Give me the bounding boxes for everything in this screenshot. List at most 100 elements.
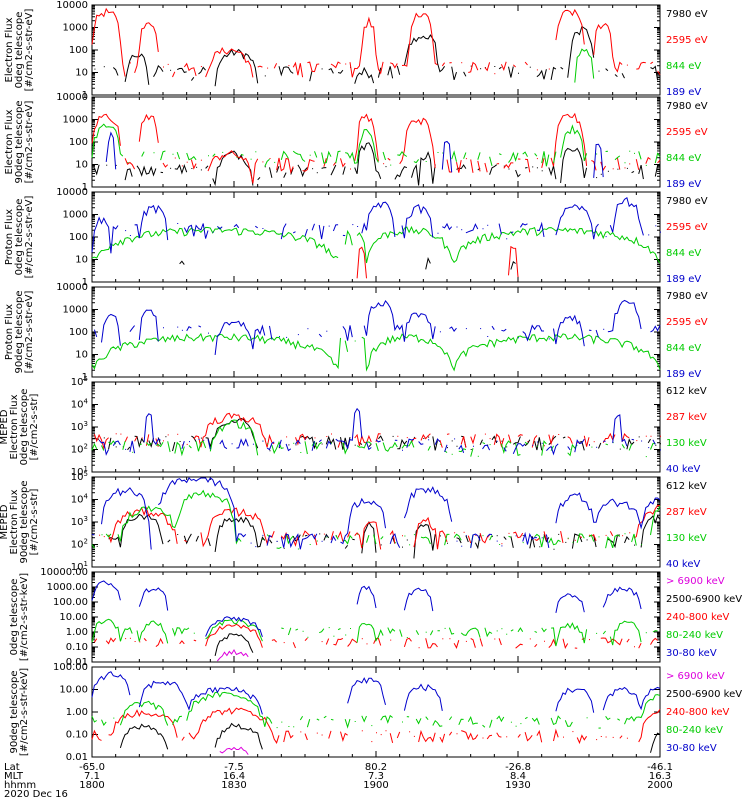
panel-ylabel: Proton Flux <box>4 209 15 265</box>
series-trace <box>434 438 441 445</box>
panel-ylabel: 90deg telescope <box>9 670 20 753</box>
series-trace <box>548 165 557 180</box>
series-trace <box>525 158 531 173</box>
series-trace <box>543 531 547 541</box>
series-trace <box>214 722 263 750</box>
panel-ylabel: 0deg telescope <box>9 579 20 656</box>
series-trace <box>650 732 661 753</box>
series-trace <box>451 66 457 81</box>
series-trace <box>134 204 169 241</box>
panel-ylabel: 90deg telescope <box>14 290 25 373</box>
y-tick-label: 1 <box>82 277 88 288</box>
series-trace <box>382 151 386 161</box>
series-trace <box>264 158 270 167</box>
series-trace <box>314 151 318 158</box>
series-trace <box>645 156 651 164</box>
series-trace <box>489 719 493 728</box>
series-trace <box>429 630 434 636</box>
footer-tick-mlt: 16.4 <box>223 771 245 782</box>
series-trace <box>411 437 417 443</box>
y-tick-label: 102 <box>71 538 88 551</box>
series-trace <box>456 160 462 173</box>
y-tick-label: 1000 <box>63 305 88 316</box>
series-trace <box>638 164 644 180</box>
series-trace <box>534 153 538 157</box>
series-trace <box>524 731 533 742</box>
series-trace <box>546 443 559 456</box>
series-trace <box>297 164 308 178</box>
series-trace <box>449 326 457 332</box>
y-tick-label: 100 <box>69 327 88 338</box>
series-trace <box>444 444 448 453</box>
series-trace <box>583 435 590 447</box>
series-trace <box>200 507 275 548</box>
panel-ylabel: Proton Flux <box>4 304 15 360</box>
series-trace <box>276 166 280 173</box>
series-trace <box>513 436 521 445</box>
series-trace <box>562 436 566 439</box>
series-trace <box>553 314 585 347</box>
series-trace <box>621 444 625 449</box>
series-trace <box>276 157 294 175</box>
series-trace <box>555 593 585 614</box>
series-trace <box>361 521 377 554</box>
y-tick-label: 10000 <box>56 0 88 11</box>
series-trace <box>524 167 528 169</box>
series-trace <box>188 445 192 449</box>
series-trace <box>219 439 228 450</box>
series-trace <box>567 25 595 78</box>
series-trace <box>401 12 438 67</box>
series-trace <box>503 162 514 169</box>
series-trace <box>292 642 296 649</box>
series-trace <box>600 161 607 172</box>
series-trace <box>425 256 431 270</box>
panel-ylabel: [#/cm2-s-str-eV] <box>24 196 35 279</box>
series-trace <box>446 433 450 435</box>
series-trace <box>522 324 544 342</box>
y-tick-label: 0.01 <box>66 657 88 668</box>
series-trace <box>534 630 538 633</box>
series-trace <box>510 629 514 632</box>
series-trace <box>183 62 197 77</box>
series-trace <box>330 718 334 721</box>
footer-tick-hhmm: 2000 <box>647 780 672 791</box>
y-tick-label: 0.10 <box>66 730 88 741</box>
series-trace <box>439 733 446 744</box>
series-trace <box>354 521 382 550</box>
series-trace <box>389 733 394 744</box>
series-trace <box>551 622 588 647</box>
y-tick-label: 10000 <box>56 187 88 198</box>
series-trace <box>195 440 207 452</box>
series-trace <box>124 168 133 181</box>
series-trace <box>179 260 185 265</box>
panel-ylabel: MEPED <box>0 504 10 539</box>
series-trace <box>340 158 346 168</box>
series-trace <box>318 224 325 240</box>
series-trace <box>214 516 266 552</box>
series-trace <box>318 333 322 338</box>
series-trace <box>91 7 126 77</box>
series-trace <box>233 223 240 229</box>
legend-label: 189 eV <box>666 87 701 98</box>
series-trace <box>257 65 263 68</box>
footer-row-label: 2020 Dec 16 <box>4 789 68 800</box>
series-trace <box>91 716 97 723</box>
y-tick-label: 1 <box>82 90 88 101</box>
series-trace <box>273 63 278 69</box>
series-trace <box>418 729 436 743</box>
series-trace <box>479 439 483 446</box>
series-trace <box>108 506 178 544</box>
series-trace <box>91 580 121 601</box>
series-trace <box>397 150 408 157</box>
series-trace <box>101 487 152 550</box>
series-trace <box>105 533 112 538</box>
series-trace <box>186 152 197 161</box>
series-trace <box>190 159 197 170</box>
y-tick-label: 10.00 <box>59 612 88 623</box>
series-trace <box>550 66 557 80</box>
series-trace <box>172 71 176 78</box>
series-trace <box>330 164 337 176</box>
series-trace <box>394 166 407 180</box>
series-trace <box>138 113 159 143</box>
